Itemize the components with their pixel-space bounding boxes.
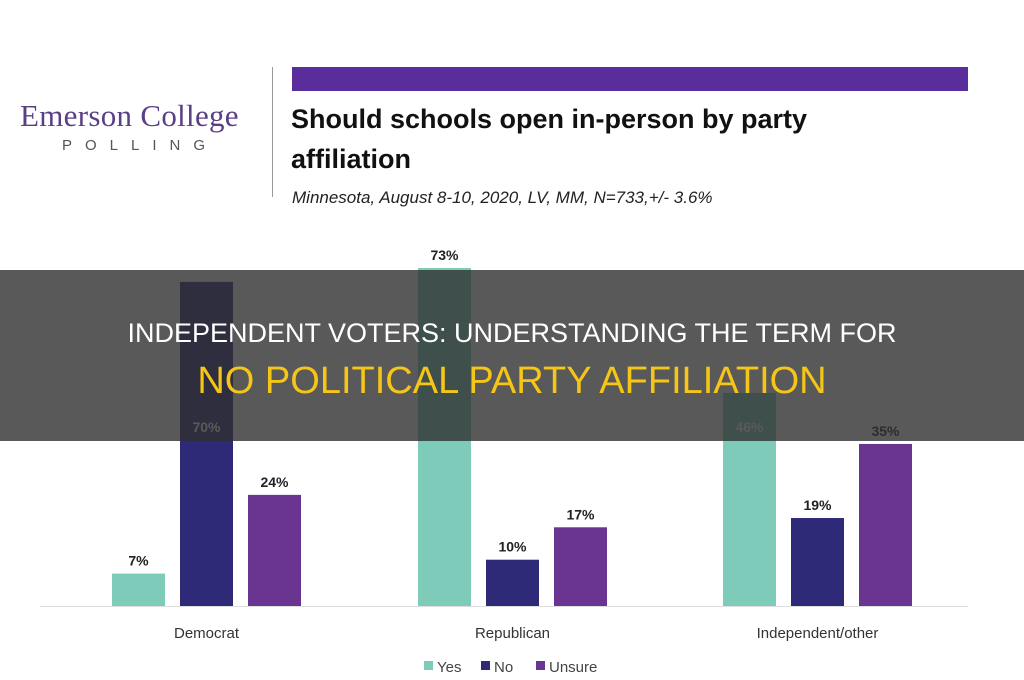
legend-swatch-no xyxy=(481,661,490,670)
legend-label: Yes xyxy=(437,659,461,676)
data-label: 17% xyxy=(566,506,595,522)
chart-subtitle: Minnesota, August 8-10, 2020, LV, MM, N=… xyxy=(292,188,713,207)
logo-subtext: POLLING xyxy=(62,137,219,154)
bar-no xyxy=(486,559,539,606)
bar-yes xyxy=(112,573,165,606)
category-label: Independent/other xyxy=(757,625,879,642)
headline-line1: INDEPENDENT VOTERS: UNDERSTANDING THE TE… xyxy=(127,318,897,348)
category-label: Republican xyxy=(475,625,550,642)
data-label: 10% xyxy=(498,539,527,555)
legend-label: No xyxy=(494,659,513,676)
headline-line2: NO POLITICAL PARTY AFFILIATION xyxy=(197,360,827,402)
data-label: 7% xyxy=(128,553,149,569)
bar-unsure xyxy=(248,494,301,606)
logo-text: Emerson College xyxy=(20,98,239,133)
bar-no xyxy=(791,518,844,606)
legend-swatch-unsure xyxy=(536,661,545,670)
divider xyxy=(272,67,273,197)
accent-bar xyxy=(292,67,968,91)
legend-swatch-yes xyxy=(424,661,433,670)
data-label: 19% xyxy=(803,497,832,513)
legend-label: Unsure xyxy=(549,659,597,676)
data-label: 24% xyxy=(260,474,289,490)
bar-unsure xyxy=(554,527,607,606)
bar-unsure xyxy=(859,443,912,606)
headline-overlay xyxy=(0,270,1024,441)
category-label: Democrat xyxy=(174,625,240,642)
data-label: 73% xyxy=(430,247,459,263)
chart-title: Should schools open in-person by party a… xyxy=(291,104,808,174)
